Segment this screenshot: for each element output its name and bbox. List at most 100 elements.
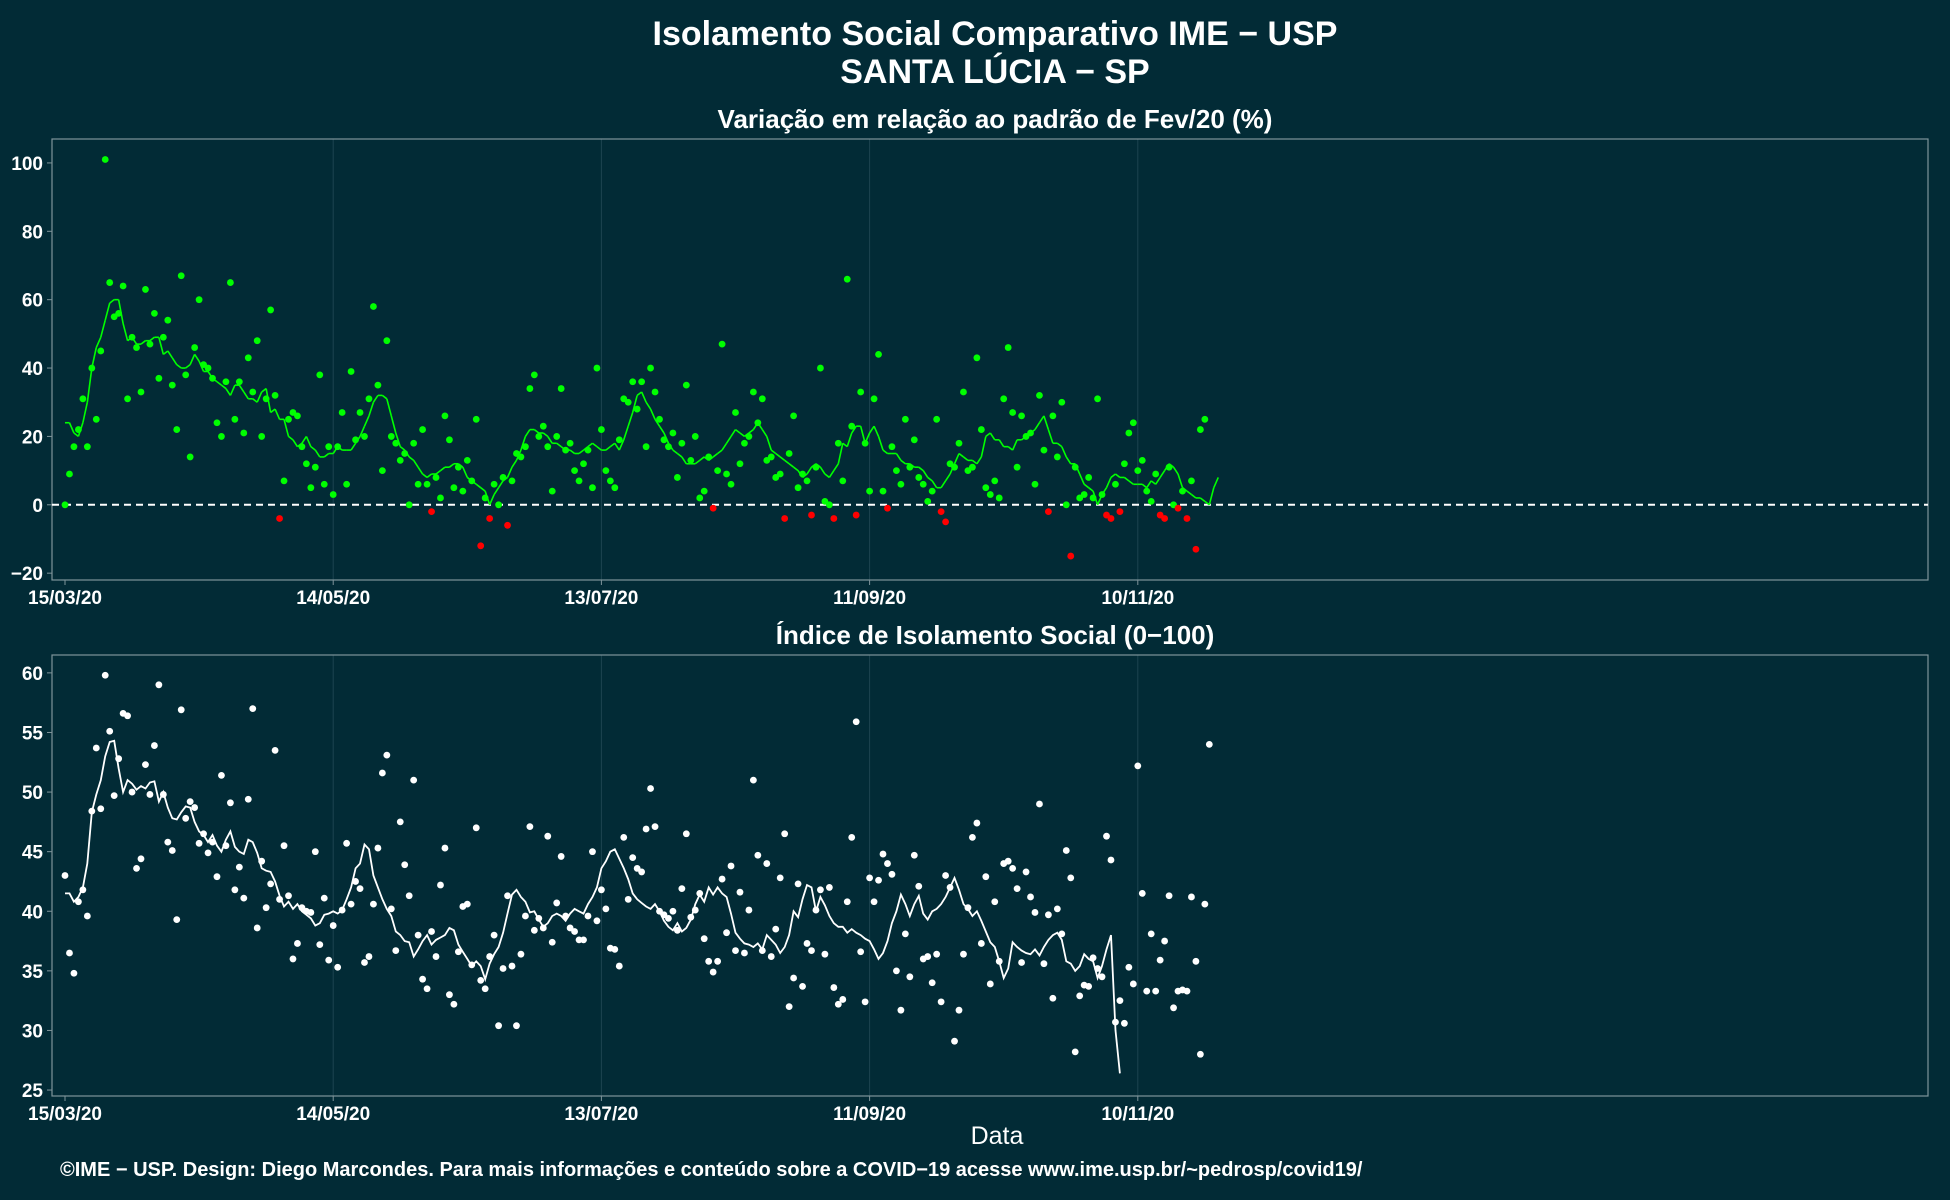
data-point: [879, 487, 887, 495]
data-point: [200, 830, 207, 838]
chart-title-line2: SANTA LÚCIA − SP: [840, 53, 1150, 91]
moving-average-segment: [618, 439, 625, 451]
data-point: [624, 895, 632, 903]
data-point: [522, 912, 529, 920]
moving-average-segment: [953, 453, 960, 465]
data-point: [785, 450, 793, 457]
data-point: [893, 967, 900, 975]
data-point: [504, 521, 511, 529]
moving-average-segment: [1150, 480, 1157, 485]
x-tick-label: 11/09/20: [833, 588, 906, 609]
data-point: [803, 477, 811, 485]
data-point: [539, 422, 547, 430]
data-point: [168, 381, 176, 389]
data-point: [937, 508, 945, 516]
data-point: [1107, 856, 1115, 864]
data-point: [799, 470, 806, 478]
moving-average-segment: [833, 463, 839, 472]
data-point: [459, 487, 467, 495]
moving-average-segment: [846, 432, 853, 447]
moving-average-segment: [149, 336, 155, 342]
data-point: [991, 898, 999, 906]
moving-average-segment: [542, 432, 549, 438]
data-point: [1018, 959, 1025, 966]
data-point: [396, 456, 404, 464]
data-point: [267, 880, 275, 888]
data-point: [401, 861, 409, 869]
data-point: [839, 477, 847, 485]
data-point: [463, 900, 471, 908]
moving-average-segment: [766, 436, 773, 451]
data-point: [213, 419, 221, 427]
moving-average-segment: [140, 340, 146, 345]
data-point: [370, 303, 377, 310]
moving-average-segment: [1056, 442, 1063, 448]
plot-area: [52, 655, 1928, 1096]
data-point: [226, 279, 234, 286]
moving-average-segment: [1123, 476, 1130, 482]
data-point: [106, 727, 114, 735]
moving-average-segment: [1146, 480, 1152, 489]
moving-average-segment: [301, 435, 308, 444]
moving-average-segment: [556, 442, 562, 448]
data-point: [168, 847, 176, 854]
data-point: [843, 898, 851, 906]
data-point: [897, 480, 905, 488]
data-point: [276, 515, 283, 522]
data-point: [803, 940, 811, 947]
data-point: [1004, 857, 1012, 865]
moving-average-segment: [243, 391, 249, 400]
moving-average-segment: [323, 452, 330, 458]
data-point: [1094, 965, 1101, 972]
data-point: [66, 470, 73, 478]
data-point: [942, 518, 949, 526]
moving-average-segment: [1105, 477, 1112, 489]
data-point: [517, 950, 525, 958]
moving-average-segment: [605, 446, 611, 451]
data-point: [1089, 954, 1097, 962]
data-point: [320, 894, 328, 902]
data-point: [249, 388, 257, 396]
moving-average-segment: [99, 319, 107, 338]
moving-average-segment: [73, 432, 79, 438]
moving-average-segment: [1128, 480, 1134, 485]
data-point: [1134, 762, 1142, 770]
moving-average-segment: [176, 363, 182, 369]
data-point: [325, 956, 333, 964]
moving-average-segment: [122, 323, 129, 341]
data-point: [705, 957, 713, 965]
data-point: [316, 371, 324, 379]
y-tick-label: 35: [22, 962, 44, 983]
data-point: [1192, 957, 1200, 965]
moving-average-segment: [350, 442, 357, 451]
data-point: [624, 398, 632, 406]
data-point: [1067, 874, 1075, 882]
moving-average-segment: [412, 459, 419, 468]
data-point: [1027, 893, 1034, 901]
x-tick-label: 10/11/20: [1101, 1104, 1174, 1125]
data-point: [598, 886, 605, 894]
data-point: [1196, 1050, 1204, 1058]
moving-average-segment: [283, 419, 290, 437]
moving-average-segment: [1190, 493, 1197, 499]
moving-average-segment: [1061, 446, 1068, 458]
data-point: [302, 460, 310, 468]
data-point: [580, 460, 587, 468]
data-point: [419, 975, 426, 983]
data-point: [678, 885, 686, 893]
moving-average-segment: [587, 442, 593, 448]
data-point: [182, 814, 190, 822]
data-point: [472, 824, 480, 832]
data-point: [1009, 864, 1017, 872]
moving-average-segment: [314, 449, 321, 458]
data-point: [1045, 508, 1052, 516]
moving-average-segment: [506, 466, 513, 478]
data-point: [754, 851, 762, 859]
moving-average-segment: [828, 470, 835, 478]
data-point: [231, 886, 239, 894]
data-point: [231, 415, 239, 423]
data-point: [1049, 412, 1057, 420]
data-point: [736, 460, 744, 468]
data-point: [548, 938, 556, 946]
data-point: [969, 833, 976, 841]
